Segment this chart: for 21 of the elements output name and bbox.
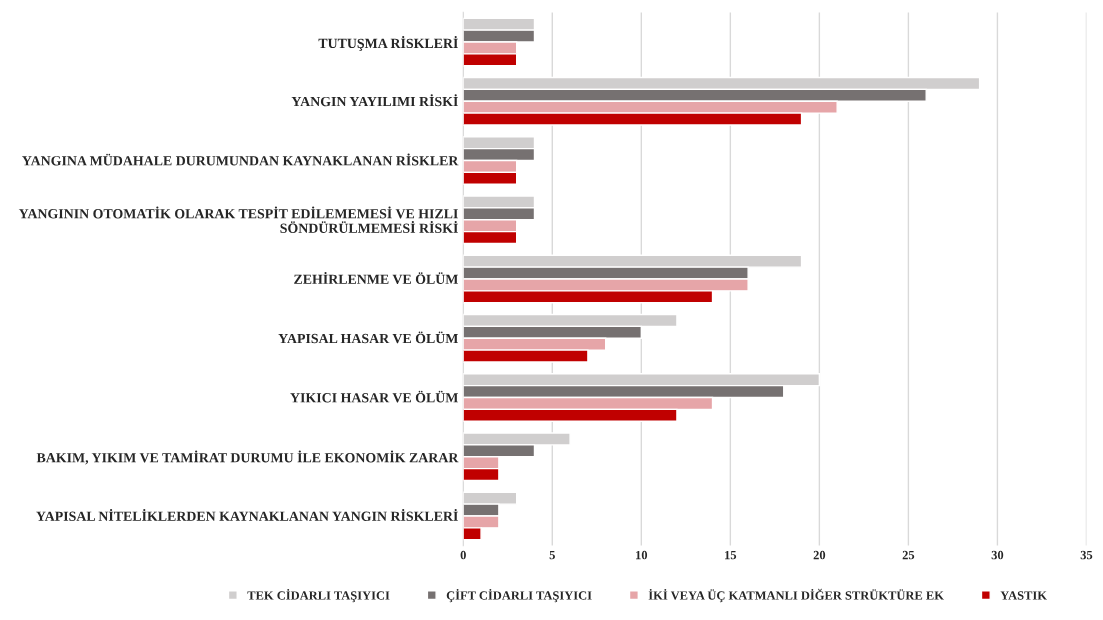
x-tick-label: 15	[725, 550, 737, 560]
y-tick-label: YANGINA MÜDAHALE DURUMUNDAN KAYNAKLANAN RİSKLER	[22, 153, 459, 166]
x-tick-label: 25	[902, 550, 915, 560]
y-tick-label: YAPISAL HASAR VE ÖLÜM	[278, 331, 458, 344]
x-tick-label: 35	[1080, 550, 1093, 560]
legend-label: ÇİFT CİDARLI TAŞIYICI	[446, 588, 592, 603]
y-tick-label: YIKICI HASAR VE ÖLÜM	[290, 390, 458, 403]
y-tick-label: YANGIN YAYILIMI RİSKİ	[291, 94, 458, 107]
y-tick-label: TUTUŞMA RİSKLERİ	[318, 36, 458, 51]
x-tick-label: 20	[813, 550, 826, 560]
x-tick-label: 10	[636, 550, 648, 560]
y-tick-label: YANGININ OTOMATİK OLARAK TESPİT EDİLEMEMESİ VE HIZLI SÖNDÜRÜLMEMESİ RİSKİ	[18, 206, 458, 233]
legend-label: İKİ VEYA ÜÇ KATMANLI DİĞER STRÜKTÜRE EK	[648, 588, 944, 603]
y-tick-label: BAKIM, YIKIM VE TAMİRAT DURUMU İLE EKONOMİK ZARAR	[36, 450, 459, 465]
y-tick-label: ZEHİRLENME VE ÖLÜM	[294, 271, 458, 285]
y-tick-label: YAPISAL NİTELİKLERDEN KAYNAKLANAN YANGIN RİSKLERİ	[36, 508, 458, 521]
legend-label: TEK CİDARLI TAŞIYICI	[247, 588, 390, 603]
x-tick-label: 5	[549, 550, 555, 560]
x-tick-label: 30	[991, 550, 1004, 560]
legend-label: YASTIK	[1000, 591, 1047, 600]
x-tick-label: 0	[460, 550, 466, 560]
